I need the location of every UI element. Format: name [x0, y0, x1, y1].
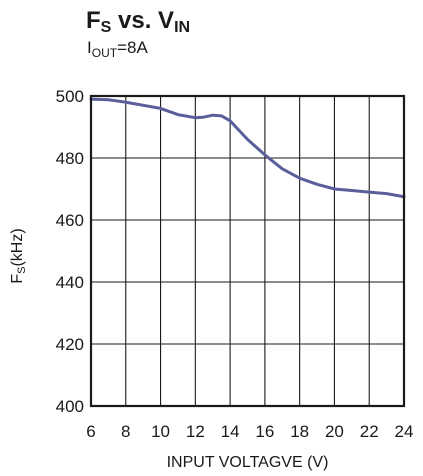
series-group [89, 97, 406, 199]
x-tick-label-8: 8 [121, 422, 130, 441]
title-mid-subscript: IN [174, 19, 191, 36]
x-tick-label-10: 10 [151, 422, 170, 441]
y-tick-label-420: 420 [56, 335, 84, 354]
x-tick-label-20: 20 [325, 422, 344, 441]
horizontal-gridlines [91, 157, 404, 345]
x-tick-label-14: 14 [221, 422, 240, 441]
chart-subtitle: IOUT=8A [87, 38, 148, 63]
x-tick-label-22: 22 [360, 422, 379, 441]
x-tick-label-12: 12 [186, 422, 205, 441]
x-axis-label: INPUT VOLTAGVE (V) [167, 454, 329, 471]
vertical-gridlines [125, 96, 370, 406]
y-tick-labels: 400 420 440 460 480 500 [56, 87, 84, 416]
x-tick-label-24: 24 [395, 422, 414, 441]
x-tick-label-16: 16 [255, 422, 274, 441]
subtitle-prefix: I [87, 38, 92, 57]
y-tick-label-440: 440 [56, 273, 84, 292]
subtitle-suffix: =8A [117, 38, 148, 57]
y-tick-label-500: 500 [56, 87, 84, 106]
y-tick-label-460: 460 [56, 211, 84, 230]
x-tick-label-6: 6 [86, 422, 95, 441]
title-mid: vs. V [111, 7, 175, 34]
chart-title: FS vs. VIN [86, 6, 190, 43]
y-tick-label-480: 480 [56, 149, 84, 168]
plot-frame [89, 94, 406, 408]
series-line-0 [89, 97, 406, 199]
x-tick-labels: 6 8 10 12 14 16 18 20 22 24 [86, 422, 413, 441]
subtitle-prefix-subscript: OUT [91, 46, 118, 60]
title-main-subscript: S [100, 19, 112, 36]
title-main: F [86, 7, 101, 34]
x-tick-label-18: 18 [290, 422, 309, 441]
y-tick-label-400: 400 [56, 397, 84, 416]
